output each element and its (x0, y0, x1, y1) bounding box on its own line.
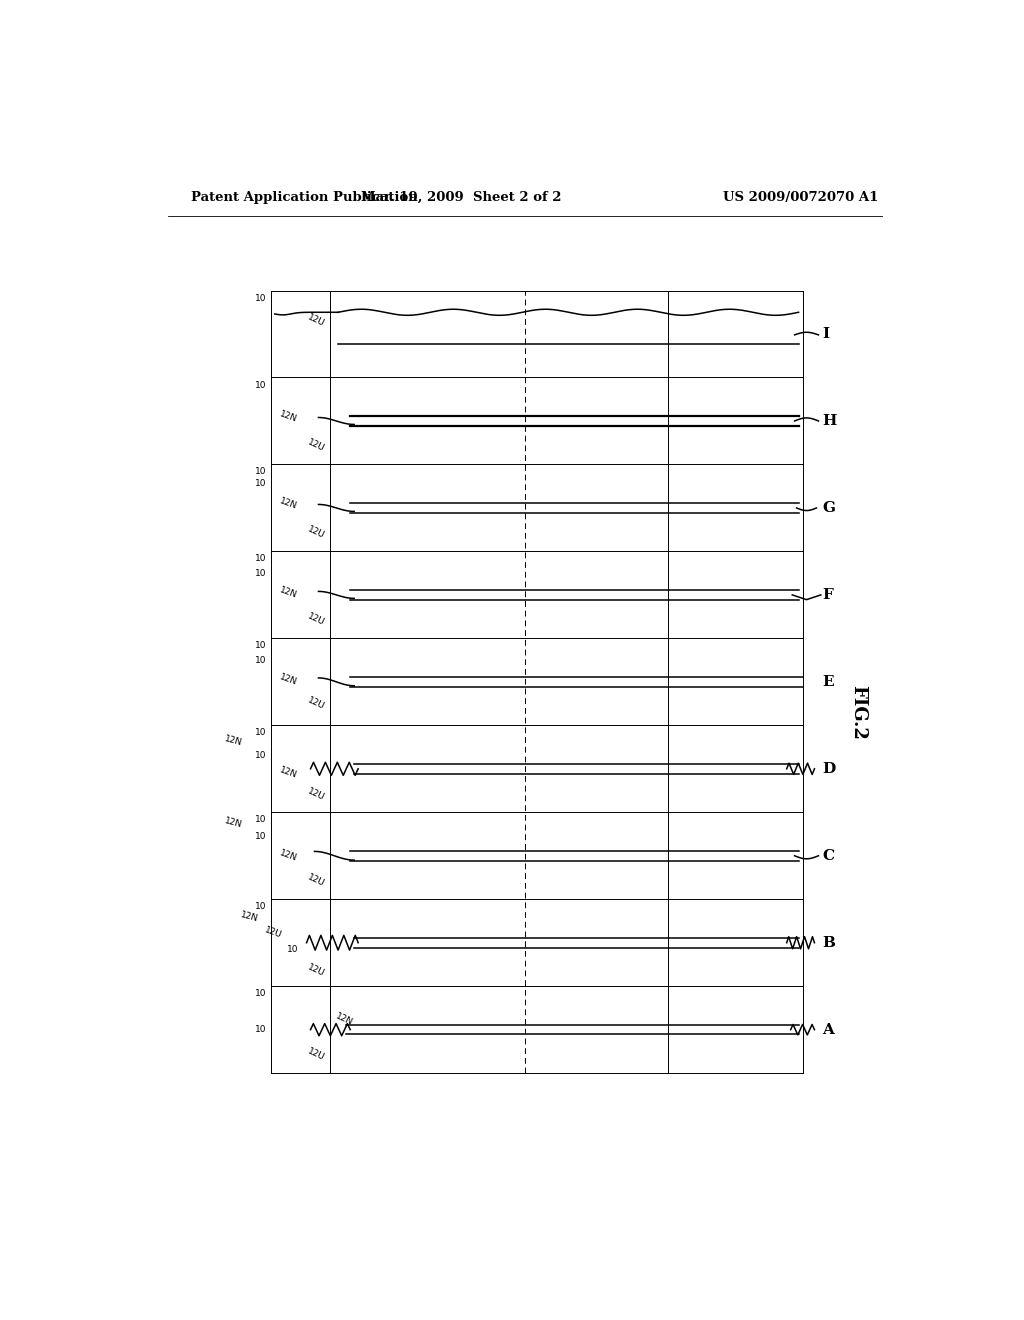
Text: 10: 10 (255, 989, 267, 998)
Text: B: B (822, 936, 836, 949)
Text: 12N: 12N (279, 849, 299, 863)
Text: 12U: 12U (306, 524, 327, 540)
Text: G: G (822, 500, 836, 515)
Text: 10: 10 (255, 832, 267, 841)
Text: 10: 10 (255, 642, 267, 651)
Text: US 2009/0072070 A1: US 2009/0072070 A1 (723, 190, 879, 203)
Text: 12N: 12N (279, 586, 299, 601)
Text: 10: 10 (255, 554, 267, 564)
Text: 10: 10 (255, 467, 267, 477)
Text: Mar. 19, 2009  Sheet 2 of 2: Mar. 19, 2009 Sheet 2 of 2 (361, 190, 561, 203)
Text: 12U: 12U (306, 787, 327, 803)
Text: 12U: 12U (306, 313, 327, 329)
Text: 12N: 12N (223, 734, 243, 747)
Text: A: A (822, 1023, 835, 1036)
Text: H: H (822, 414, 837, 428)
Text: 12N: 12N (279, 766, 299, 780)
Text: F: F (822, 587, 834, 602)
Text: 12U: 12U (306, 873, 327, 888)
Text: 10: 10 (255, 816, 267, 824)
Text: 12U: 12U (263, 925, 283, 940)
Text: 10: 10 (255, 751, 267, 760)
Text: Patent Application Publication: Patent Application Publication (191, 190, 418, 203)
Text: 10: 10 (255, 293, 267, 302)
Text: FIG.2: FIG.2 (849, 685, 867, 739)
Text: 12N: 12N (223, 816, 243, 829)
Text: 10: 10 (255, 1026, 267, 1034)
Text: 10: 10 (255, 380, 267, 389)
Text: C: C (822, 849, 835, 863)
Text: 10: 10 (255, 479, 267, 488)
Text: 12U: 12U (306, 1047, 327, 1061)
Text: 10: 10 (255, 656, 267, 664)
Text: 12N: 12N (334, 1011, 354, 1027)
Text: 12U: 12U (306, 696, 327, 711)
Text: 12N: 12N (279, 409, 299, 424)
Text: E: E (822, 675, 834, 689)
Text: I: I (822, 327, 829, 341)
Text: D: D (822, 762, 836, 776)
Text: 12U: 12U (306, 611, 327, 627)
Text: 12U: 12U (306, 962, 327, 978)
Text: 12U: 12U (306, 437, 327, 453)
Text: 12N: 12N (279, 673, 299, 688)
Text: 10: 10 (287, 945, 299, 954)
Text: 10: 10 (255, 729, 267, 738)
Text: 12N: 12N (240, 909, 259, 923)
Text: 10: 10 (255, 903, 267, 911)
Text: 12N: 12N (279, 496, 299, 511)
Text: 10: 10 (255, 569, 267, 578)
